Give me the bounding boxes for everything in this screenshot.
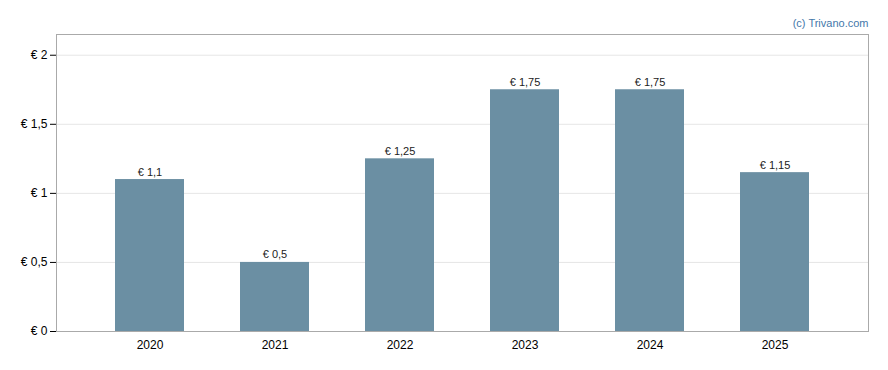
svg-text:2023: 2023 [512, 338, 539, 352]
svg-text:2021: 2021 [262, 338, 289, 352]
svg-text:(c) Trivano.com: (c) Trivano.com [793, 17, 869, 29]
svg-text:2020: 2020 [137, 338, 164, 352]
svg-text:€ 0,5: € 0,5 [263, 248, 287, 260]
svg-text:€ 1,75: € 1,75 [510, 76, 541, 88]
svg-text:€ 1: € 1 [31, 186, 48, 200]
svg-text:€ 0: € 0 [31, 324, 48, 338]
svg-text:2024: 2024 [637, 338, 664, 352]
svg-text:€ 1,25: € 1,25 [385, 145, 416, 157]
svg-text:€ 0,5: € 0,5 [21, 255, 48, 269]
svg-text:2025: 2025 [762, 338, 789, 352]
svg-text:€ 1,15: € 1,15 [760, 159, 791, 171]
svg-text:€ 1,75: € 1,75 [635, 76, 666, 88]
svg-text:€ 1,1: € 1,1 [138, 166, 162, 178]
svg-text:2022: 2022 [387, 338, 414, 352]
svg-text:€ 1,5: € 1,5 [21, 117, 48, 131]
svg-text:€ 2: € 2 [31, 48, 48, 62]
